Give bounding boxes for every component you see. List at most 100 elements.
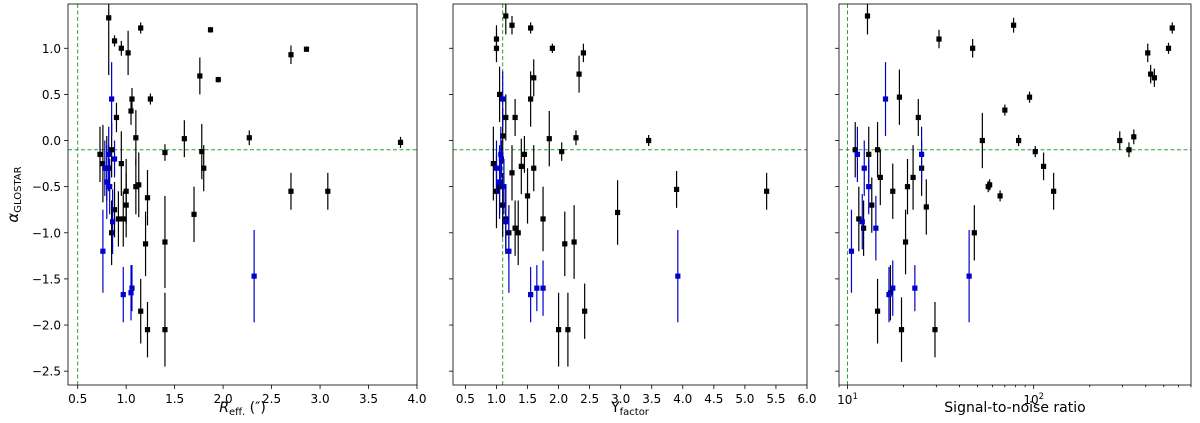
data-point [512,225,518,231]
x-tick-label: 4.0 [407,392,426,406]
data-point [966,273,972,279]
data-point [1131,134,1137,140]
data-point [923,204,929,210]
data-point [890,188,896,194]
data-point [288,188,294,194]
data-point [506,248,512,254]
data-point [582,308,588,314]
plot-frame [452,3,808,386]
data-point [856,216,862,222]
x-tick-label: 4.5 [704,392,723,406]
data-point [1126,147,1132,153]
data-point [162,239,168,245]
data-point [493,165,500,171]
data-point [496,179,503,185]
data-point [877,174,883,181]
data-point [251,273,257,279]
x-tick-label: 1.5 [165,392,184,406]
data-point [199,149,205,155]
plot-area [68,4,417,385]
data-point [100,248,106,254]
data-point [493,45,500,51]
data-point [138,308,144,314]
data-point [555,327,562,333]
data-point [1148,71,1154,77]
data-point [1117,137,1123,144]
panel-r-eff: 1.0 0.5 0.0 −0.5 −1.0 −1.5 −2.0 −2.5 0.5 1.0 1.5 2.… [4,3,427,418]
data-point [120,291,126,298]
data-point [181,136,187,142]
data-point [859,219,865,225]
x-tick-label: 2.0 [214,392,233,406]
data-point [498,156,505,162]
data-point [518,163,524,169]
x-axis-title: Yfactor [610,400,650,418]
data-point [890,285,896,291]
x-tick-label: 5.5 [766,392,785,406]
data-point [565,327,571,333]
x-tick-label: 1.0 [117,392,136,406]
data-point [866,151,872,157]
data-point [207,27,214,33]
data-point [288,52,294,58]
y-tick-label: 0.0 [42,134,61,148]
data-point [201,165,207,171]
data-point [509,170,515,176]
data-point [104,179,110,185]
data-point [1032,149,1038,155]
data-point [540,216,546,222]
data-point [1010,22,1017,28]
data-point [1145,50,1151,56]
data-point [848,248,855,254]
data-point [1151,75,1157,81]
data-point [129,96,135,102]
data-point [886,291,892,298]
x-tick-label: 101 [837,392,858,407]
x-tick-label: 0.5 [68,392,87,406]
data-point [498,151,504,157]
x-axis-title-subscript: eff. [229,407,245,418]
data-point [1040,163,1047,169]
data-point [910,174,916,181]
data-point [864,13,871,19]
x-tick-label: 1.0 [487,392,506,406]
y-tick-label: −1.0 [32,226,61,240]
data-point [1002,107,1008,113]
x-axis-title-main: Y [610,400,620,416]
data-point [528,96,534,102]
plot-area [453,4,807,385]
data-point [97,151,103,157]
data-point [540,285,546,291]
data-point [873,225,879,231]
data-point [118,45,124,51]
data-point [896,94,903,100]
x-tick-exponent: 1 [852,392,857,402]
data-point [138,25,144,31]
data-point [197,73,203,79]
x-tick-base: 10 [837,393,852,407]
data-point [111,207,118,213]
data-point [113,114,120,121]
data-point [107,184,113,190]
data-point [673,186,680,193]
data-point [852,147,858,153]
data-point [144,327,151,333]
data-point [500,96,506,102]
data-point [997,193,1003,199]
data-point [675,273,681,279]
data-point [490,160,496,167]
x-axis-title: Signal-to-noise ratio [944,400,1085,416]
y-tick-label: −2.5 [32,365,61,379]
series-black [852,4,1175,362]
data-point [109,230,115,236]
data-point [854,151,860,157]
x-tick-label: 2.0 [549,392,568,406]
data-point [869,202,875,208]
data-point [915,114,921,121]
data-point [397,139,404,145]
plot-area [839,4,1191,385]
x-tick-label: 3.5 [642,392,661,406]
data-point [496,91,503,98]
